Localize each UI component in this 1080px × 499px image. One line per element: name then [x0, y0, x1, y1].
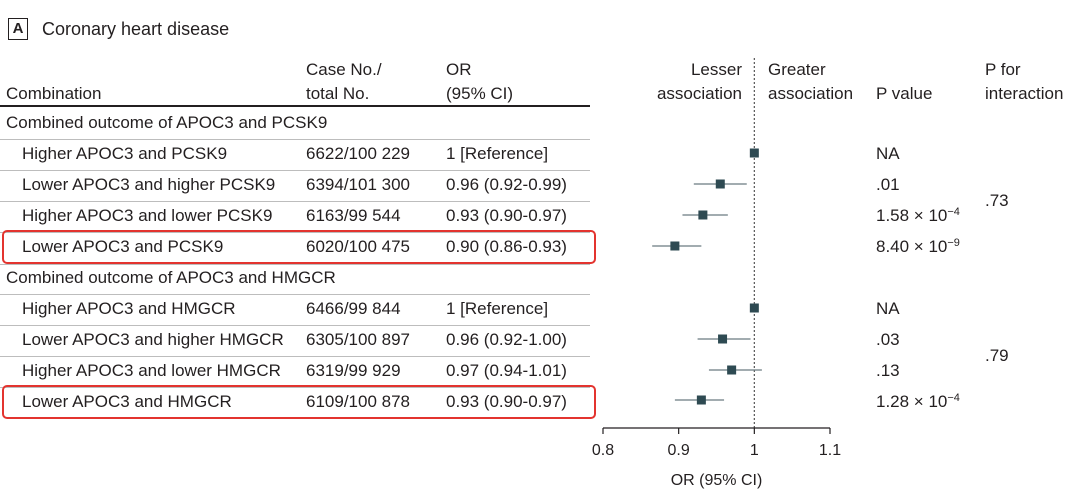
- header-rule: [0, 105, 590, 107]
- header-or-line2: (95% CI): [446, 84, 514, 103]
- row-divider: [0, 170, 590, 171]
- header-greater-line2: association: [768, 84, 854, 103]
- header-combination: Combination: [6, 84, 102, 103]
- row-pvalue: 1.28 × 10−4: [876, 392, 960, 411]
- panel-title: Coronary heart disease: [42, 19, 230, 39]
- header-lesser-line2: association: [656, 84, 742, 103]
- header-greater-line1: Greater: [768, 60, 826, 79]
- row-label: Lower APOC3 and PCSK9: [22, 237, 224, 256]
- row-or: 0.93 (0.90-0.97): [446, 206, 567, 225]
- row-or: 0.96 (0.92-0.99): [446, 175, 567, 194]
- header-case-line2: total No.: [306, 84, 370, 103]
- row-cases: 6394/101 300: [306, 175, 410, 194]
- row-label: Higher APOC3 and PCSK9: [22, 144, 228, 163]
- x-tick-label: 0.9: [668, 442, 690, 459]
- row-cases: 6163/99 544: [306, 206, 401, 225]
- row-divider: [0, 232, 590, 233]
- row-or: 0.93 (0.90-0.97): [446, 392, 567, 411]
- or-marker: [749, 303, 759, 313]
- row-label: Higher APOC3 and lower HMGCR: [22, 361, 281, 380]
- row-pvalue: NA: [876, 144, 900, 163]
- header-lesser-line1: Lesser: [690, 60, 742, 79]
- header-pinter-line2: interaction: [985, 84, 1064, 103]
- header-case-line1: Case No./: [306, 60, 382, 79]
- row-divider: [0, 356, 590, 357]
- or-marker: [727, 365, 737, 375]
- row-or: 0.96 (0.92-1.00): [446, 330, 567, 349]
- row-cases: 6622/100 229: [306, 144, 410, 163]
- x-axis-label: OR (95% CI): [671, 472, 763, 489]
- row-or: 1 [Reference]: [446, 144, 549, 163]
- row-cases: 6305/100 897: [306, 330, 410, 349]
- section-title-hmgcr: Combined outcome of APOC3 and HMGCR: [6, 268, 336, 287]
- section-title-pcsk9: Combined outcome of APOC3 and PCSK9: [6, 113, 328, 132]
- row-label: Lower APOC3 and higher PCSK9: [22, 175, 276, 194]
- row-or: 1 [Reference]: [446, 299, 549, 318]
- row-or: 0.90 (0.86-0.93): [446, 237, 567, 256]
- p-interaction-pcsk9: .73: [985, 191, 1009, 210]
- row-pvalue: .01: [876, 175, 900, 194]
- or-marker: [696, 395, 706, 405]
- or-marker: [749, 148, 759, 158]
- row-label: Lower APOC3 and HMGCR: [22, 392, 232, 411]
- row-divider: [0, 325, 590, 326]
- or-marker: [670, 241, 680, 251]
- row-label: Higher APOC3 and HMGCR: [22, 299, 236, 318]
- x-tick-label: 0.8: [592, 442, 614, 459]
- or-marker: [715, 179, 725, 189]
- highlight-box: [2, 230, 596, 264]
- row-label: Higher APOC3 and lower PCSK9: [22, 206, 273, 225]
- row-divider: [0, 139, 590, 140]
- x-tick-label: 1.1: [819, 442, 841, 459]
- highlight-box: [2, 385, 596, 419]
- row-divider: [0, 387, 590, 388]
- x-tick-label: 1: [750, 442, 759, 459]
- row-divider: [0, 201, 590, 202]
- header-pinter-line1: P for: [985, 60, 1021, 79]
- row-pvalue: NA: [876, 299, 900, 318]
- row-cases: 6466/99 844: [306, 299, 401, 318]
- row-pvalue: 8.40 × 10−9: [876, 237, 960, 256]
- p-interaction-hmgcr: .79: [985, 346, 1009, 365]
- row-divider: [0, 264, 590, 265]
- row-divider: [0, 294, 590, 295]
- row-pvalue: .03: [876, 330, 900, 349]
- or-marker: [698, 210, 708, 220]
- row-cases: 6020/100 475: [306, 237, 410, 256]
- row-cases: 6319/99 929: [306, 361, 401, 380]
- row-pvalue: .13: [876, 361, 900, 380]
- or-marker: [718, 334, 728, 344]
- row-or: 0.97 (0.94-1.01): [446, 361, 567, 380]
- row-label: Lower APOC3 and higher HMGCR: [22, 330, 284, 349]
- header-pvalue: P value: [876, 84, 933, 103]
- panel-letter: A: [8, 18, 28, 40]
- row-cases: 6109/100 878: [306, 392, 410, 411]
- header-or-line1: OR: [446, 60, 472, 79]
- row-pvalue: 1.58 × 10−4: [876, 206, 960, 225]
